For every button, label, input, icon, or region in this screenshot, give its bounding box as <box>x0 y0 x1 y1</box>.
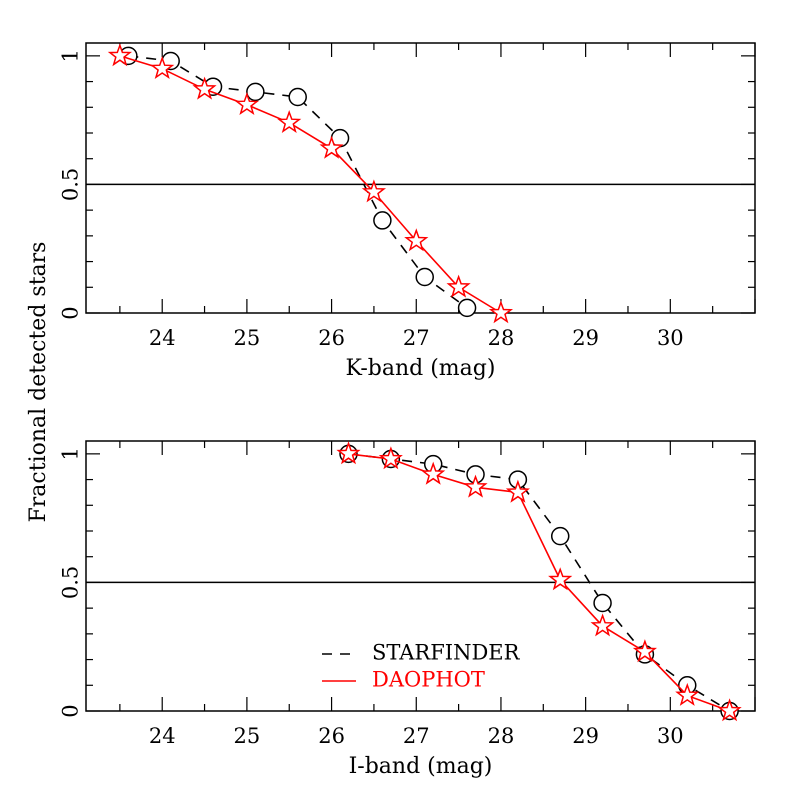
data-point-daophot <box>192 76 217 100</box>
y-tick-label: 0.5 <box>59 168 83 201</box>
y-tick-label: 0 <box>59 704 83 717</box>
data-point-daophot <box>632 639 658 663</box>
x-tick-label: 29 <box>572 326 599 350</box>
data-point-daophot <box>404 228 429 252</box>
data-point-starfinder <box>550 526 570 546</box>
x-tick-label: 30 <box>657 326 684 350</box>
data-point-daophot <box>505 479 530 503</box>
series-line-daophot <box>119 55 502 314</box>
x-tick-label: 25 <box>234 724 261 748</box>
x-tick-label: 30 <box>657 724 684 748</box>
top-panel: 24 25 26 27 28 29 30 0 0.5 1 K-band (mag) <box>59 42 756 381</box>
data-point-daophot <box>717 698 742 722</box>
data-point-daophot <box>463 474 488 498</box>
legend: STARFINDER DAOPHOT <box>322 641 521 692</box>
data-point-daophot <box>319 135 344 159</box>
data-point-daophot <box>336 441 361 465</box>
y-tick-label: 1 <box>59 49 83 62</box>
x-tick-label: 28 <box>488 326 515 350</box>
plot-frame <box>85 42 756 314</box>
data-point-starfinder <box>593 593 612 613</box>
data-point-daophot <box>446 274 471 298</box>
y-tick-label: 0.5 <box>59 566 83 599</box>
y-tick-label: 0 <box>59 306 83 319</box>
x-tick-label: 27 <box>403 724 430 748</box>
data-point-starfinder <box>373 211 392 230</box>
legend-entry-daophot: DAOPHOT <box>322 668 485 692</box>
plot-frame <box>85 440 756 712</box>
x-tick-label: 26 <box>318 724 345 748</box>
data-point-daophot <box>421 461 446 485</box>
series-line-daophot <box>348 453 730 712</box>
data-point-daophot <box>234 91 260 115</box>
data-point-daophot <box>150 55 175 79</box>
legend-label-daophot: DAOPHOT <box>372 668 485 692</box>
x-tick-label: 29 <box>572 724 599 748</box>
x-axis-label: I-band (mag) <box>349 754 493 779</box>
data-point-daophot <box>378 446 403 470</box>
data-point-starfinder <box>246 82 265 102</box>
series-line-starfinder <box>348 453 731 712</box>
legend-entry-starfinder: STARFINDER <box>322 641 521 665</box>
y-axis-label: Fractional detected stars <box>26 242 51 523</box>
x-tick-label: 24 <box>149 326 176 350</box>
y-tick-label: 1 <box>59 447 83 460</box>
x-tick-label: 28 <box>488 724 515 748</box>
data-point-daophot <box>675 682 700 706</box>
data-point-starfinder <box>415 267 434 287</box>
data-point-starfinder <box>288 87 307 107</box>
data-point-starfinder <box>457 298 477 318</box>
x-axis-label: K-band (mag) <box>346 356 496 381</box>
x-tick-label: 27 <box>403 326 430 350</box>
x-tick-label: 24 <box>149 724 176 748</box>
x-tick-label: 26 <box>318 326 345 350</box>
data-point-daophot <box>277 110 302 134</box>
data-point-daophot <box>488 300 514 324</box>
data-point-daophot <box>590 613 615 637</box>
data-point-daophot <box>361 179 387 203</box>
bottom-panel: 24 25 26 27 28 29 30 0 0.5 1 I-band (mag) <box>59 440 756 779</box>
series-line-starfinder <box>128 55 468 309</box>
legend-label-starfinder: STARFINDER <box>372 641 521 665</box>
data-point-daophot <box>548 567 573 591</box>
data-point-daophot <box>107 43 133 67</box>
x-tick-label: 25 <box>234 326 261 350</box>
